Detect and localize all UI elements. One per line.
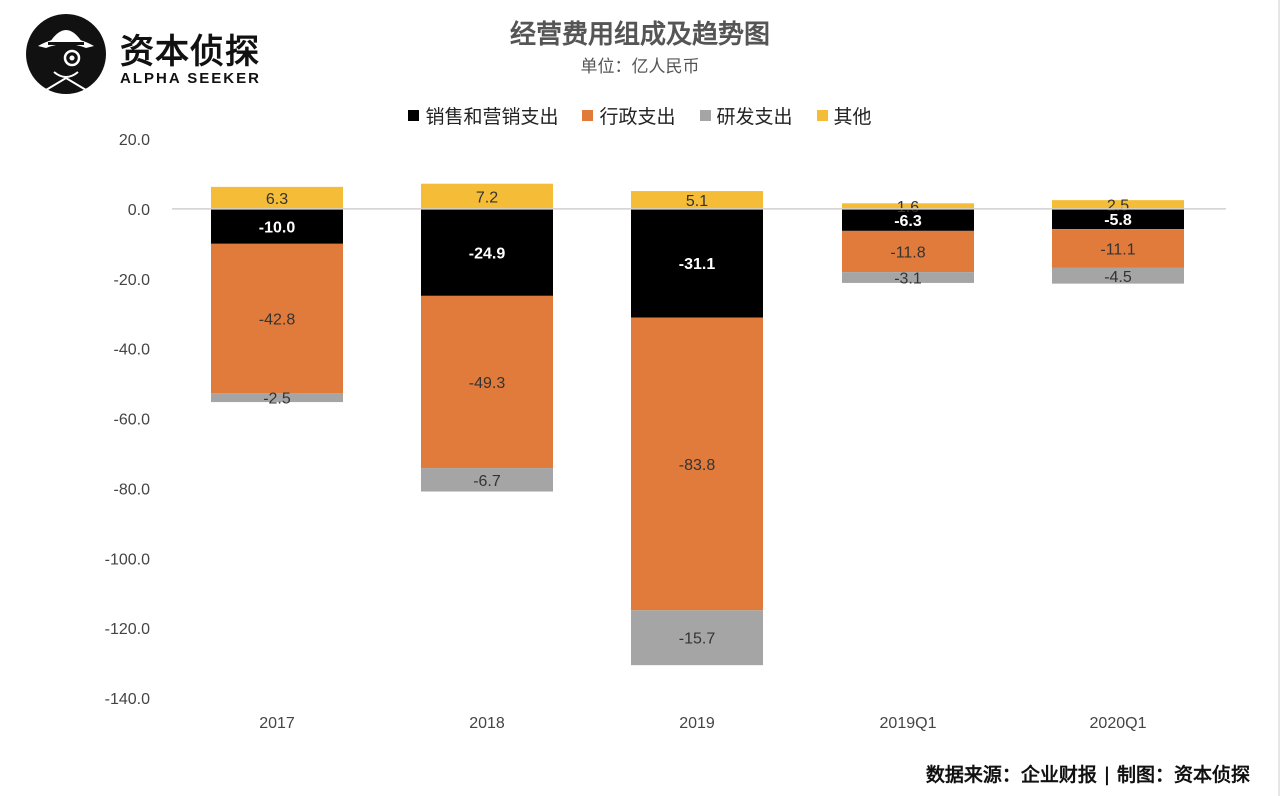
bar-segment-sales xyxy=(631,208,763,318)
x-tick-label: 2019 xyxy=(679,715,715,732)
bar-segment-other xyxy=(631,191,763,209)
data-label-sales: -10.0 xyxy=(259,219,296,236)
data-label-rd: -2.5 xyxy=(263,391,291,408)
legend-item-sales: 销售和营销支出 xyxy=(408,102,558,129)
x-tick-label: 2019Q1 xyxy=(880,715,937,732)
x-tick-label: 2020Q1 xyxy=(1090,715,1147,732)
bar-segment-sales xyxy=(1052,208,1184,230)
bar-segment-sales xyxy=(211,208,343,244)
y-tick-label: -120.0 xyxy=(105,621,150,638)
legend-item-admin: 行政支出 xyxy=(582,102,676,129)
bar-segment-rd xyxy=(421,468,553,492)
y-tick-label: -60.0 xyxy=(114,412,151,429)
bar-segment-sales xyxy=(842,208,974,231)
brand-name-en: ALPHA SEEKER xyxy=(120,70,261,87)
y-tick-label: 20.0 xyxy=(119,132,150,149)
legend-item-rd: 研发支出 xyxy=(699,102,793,129)
data-label-sales: -6.3 xyxy=(894,213,922,230)
data-label-admin: -83.8 xyxy=(679,457,716,474)
legend-label-rd: 研发支出 xyxy=(716,106,793,128)
bar-segment-rd xyxy=(842,272,974,283)
data-label-rd: -4.5 xyxy=(1104,269,1132,286)
data-label-sales: -31.1 xyxy=(679,256,716,273)
legend-swatch-rd xyxy=(699,110,711,121)
legend-swatch-admin xyxy=(582,110,594,121)
bar-segment-other xyxy=(842,203,974,209)
detective-logo-icon xyxy=(26,14,106,94)
y-tick-label: 0.0 xyxy=(128,202,150,219)
y-tick-label: -80.0 xyxy=(114,481,151,498)
data-label-admin: -11.8 xyxy=(890,244,925,261)
legend-item-other: 其他 xyxy=(816,102,872,129)
x-tick-label: 2017 xyxy=(259,715,295,732)
data-label-other: 7.2 xyxy=(476,189,498,206)
y-tick-label: -100.0 xyxy=(105,551,150,568)
chart-legend: 销售和营销支出 行政支出 研发支出 其他 xyxy=(0,102,1280,129)
legend-swatch-other xyxy=(816,110,828,121)
data-label-rd: -6.7 xyxy=(473,473,501,490)
data-label-rd: -3.1 xyxy=(894,271,922,288)
chart-subtitle: 单位：亿人民币 xyxy=(580,57,700,77)
x-tick-label: 2018 xyxy=(469,715,505,732)
bar-segment-other xyxy=(421,183,553,209)
data-label-other: 5.1 xyxy=(686,193,708,210)
legend-label-admin: 行政支出 xyxy=(599,106,676,128)
data-source-note: 数据来源：企业财报 | 制图：资本侦探 xyxy=(925,764,1250,786)
data-label-admin: -42.8 xyxy=(259,312,296,329)
legend-label-other: 其他 xyxy=(833,106,872,128)
brand-logo: 资本侦探 ALPHA SEEKER xyxy=(24,12,284,96)
brand-name-cn: 资本侦探 xyxy=(120,32,260,72)
legend-swatch-sales xyxy=(408,110,420,121)
bar-segment-rd xyxy=(631,610,763,666)
data-label-admin: -11.1 xyxy=(1100,242,1135,259)
data-label-sales: -5.8 xyxy=(1104,212,1132,229)
y-tick-label: -20.0 xyxy=(114,272,151,289)
bar-segment-admin xyxy=(1052,229,1184,268)
bar-segment-other xyxy=(1052,200,1184,209)
data-label-other: 1.6 xyxy=(897,199,919,216)
data-label-other: 6.3 xyxy=(266,191,288,208)
data-label-rd: -15.7 xyxy=(679,631,716,648)
bar-segment-rd xyxy=(211,393,343,403)
bar-segment-other xyxy=(211,186,343,209)
bar-segment-sales xyxy=(421,208,553,296)
bar-segment-admin xyxy=(421,295,553,469)
chart-title: 经营费用组成及趋势图 xyxy=(509,20,770,50)
bar-segment-rd xyxy=(1052,267,1184,284)
bar-segment-admin xyxy=(211,243,343,394)
bar-segment-admin xyxy=(631,317,763,611)
y-tick-label: -40.0 xyxy=(114,342,151,359)
data-label-admin: -49.3 xyxy=(469,375,506,392)
y-tick-label: -140.0 xyxy=(105,691,150,708)
data-label-sales: -24.9 xyxy=(469,245,506,262)
data-label-other: 2.5 xyxy=(1107,198,1129,215)
legend-label-sales: 销售和营销支出 xyxy=(425,106,559,128)
bar-segment-admin xyxy=(842,230,974,273)
page-edge-divider xyxy=(1278,0,1280,796)
